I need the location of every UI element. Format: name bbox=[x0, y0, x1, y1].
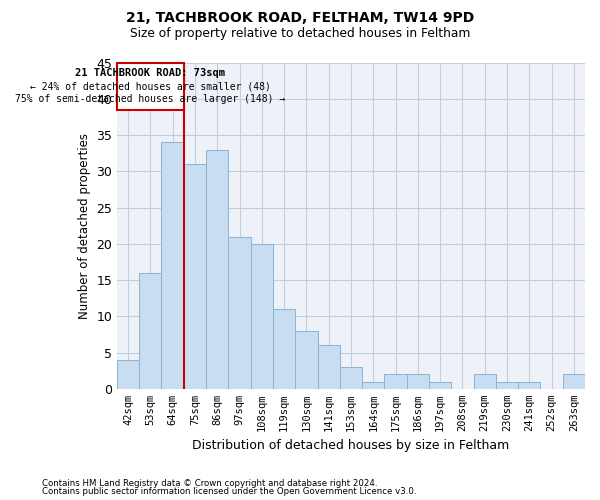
Text: 75% of semi-detached houses are larger (148) →: 75% of semi-detached houses are larger (… bbox=[15, 94, 286, 104]
Text: Contains HM Land Registry data © Crown copyright and database right 2024.: Contains HM Land Registry data © Crown c… bbox=[42, 478, 377, 488]
X-axis label: Distribution of detached houses by size in Feltham: Distribution of detached houses by size … bbox=[193, 440, 509, 452]
Bar bbox=[473, 374, 496, 389]
Text: Contains public sector information licensed under the Open Government Licence v3: Contains public sector information licen… bbox=[42, 488, 416, 496]
Y-axis label: Number of detached properties: Number of detached properties bbox=[77, 132, 91, 318]
Bar bbox=[273, 309, 295, 389]
Bar bbox=[496, 382, 518, 389]
Bar bbox=[429, 382, 451, 389]
Bar bbox=[251, 244, 273, 389]
Bar bbox=[229, 236, 251, 389]
Text: Size of property relative to detached houses in Feltham: Size of property relative to detached ho… bbox=[130, 26, 470, 40]
Text: 21 TACHBROOK ROAD: 73sqm: 21 TACHBROOK ROAD: 73sqm bbox=[76, 68, 226, 78]
Bar bbox=[295, 331, 317, 389]
Text: 21, TACHBROOK ROAD, FELTHAM, TW14 9PD: 21, TACHBROOK ROAD, FELTHAM, TW14 9PD bbox=[126, 12, 474, 26]
Text: ← 24% of detached houses are smaller (48): ← 24% of detached houses are smaller (48… bbox=[30, 82, 271, 92]
FancyBboxPatch shape bbox=[117, 62, 184, 110]
Bar bbox=[206, 150, 229, 389]
Bar bbox=[317, 346, 340, 389]
Bar bbox=[161, 142, 184, 389]
Bar bbox=[385, 374, 407, 389]
Bar bbox=[117, 360, 139, 389]
Bar bbox=[362, 382, 385, 389]
Bar bbox=[184, 164, 206, 389]
Bar bbox=[407, 374, 429, 389]
Bar bbox=[518, 382, 541, 389]
Bar bbox=[139, 273, 161, 389]
Bar bbox=[340, 367, 362, 389]
Bar bbox=[563, 374, 585, 389]
